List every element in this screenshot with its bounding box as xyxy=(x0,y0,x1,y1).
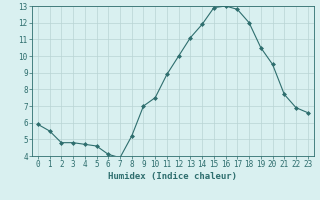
X-axis label: Humidex (Indice chaleur): Humidex (Indice chaleur) xyxy=(108,172,237,181)
